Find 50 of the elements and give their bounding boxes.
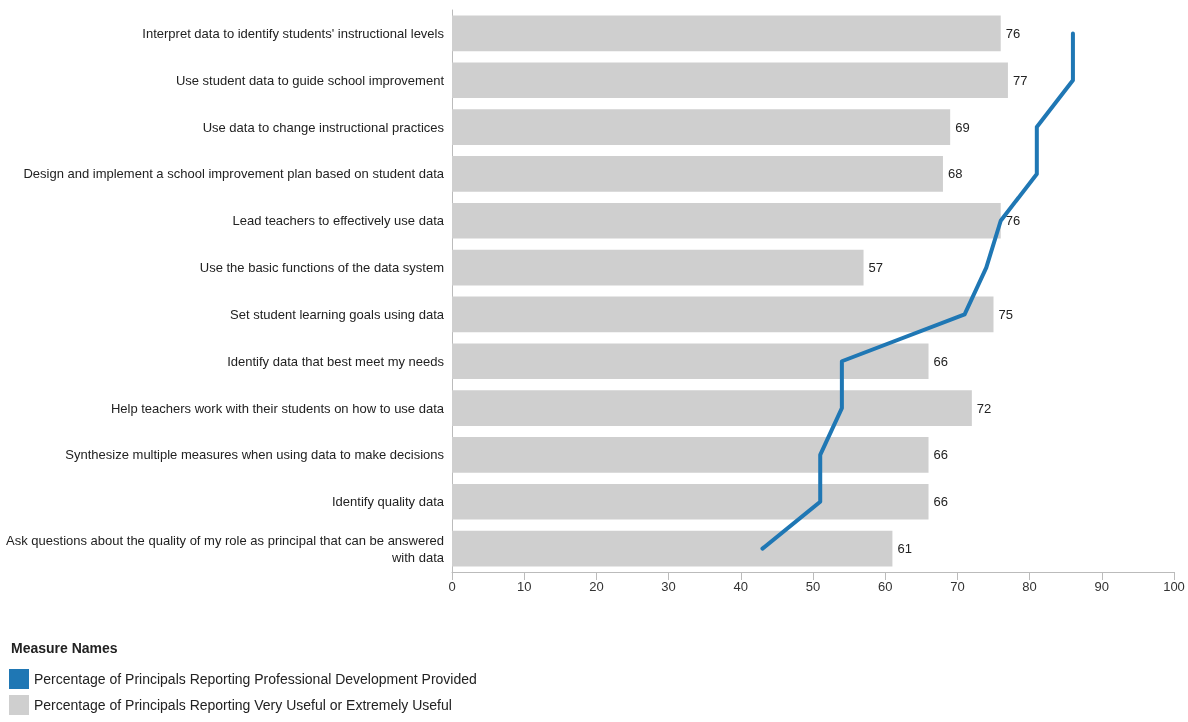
data-label: 75 (998, 306, 1013, 322)
data-label: 57 (868, 260, 884, 276)
bar (452, 437, 929, 473)
bar (452, 15, 1001, 52)
data-label: 66 (933, 447, 948, 463)
y-tick-label: Use student data to guide school improvement (175, 72, 445, 88)
bar (452, 390, 972, 426)
data-label: 68 (947, 166, 963, 182)
data-label: 76 (1005, 213, 1021, 229)
y-tick-label: Ask questions about the quality of my role as principal that can be answered with data (6, 532, 445, 565)
y-tick-label: Synthesize multiple measures when using data to make decisions (65, 447, 445, 463)
y-tick-label: Set student learning goals using data (230, 306, 445, 322)
y-tick-label: Identify quality data (331, 494, 445, 510)
y-tick-label: Use data to change instructional practices (202, 119, 445, 135)
bar (452, 62, 1008, 99)
x-tick-label: 70 (950, 579, 965, 594)
x-tick-label: 60 (877, 579, 893, 594)
x-tick-label: 20 (589, 579, 604, 594)
data-label: 77 (1012, 72, 1028, 88)
data-label: 69 (955, 119, 970, 135)
bar (452, 296, 994, 333)
bar (452, 156, 943, 192)
bar (452, 483, 929, 520)
x-tick-label: 50 (805, 579, 821, 594)
x-tick-label: 80 (1022, 579, 1037, 594)
data-label: 76 (1005, 25, 1021, 41)
bar (452, 249, 864, 286)
bar (452, 202, 1001, 239)
y-tick-label: Identify data that best meet my needs (227, 353, 445, 369)
y-tick-label: Help teachers work with their students on how to use data (110, 400, 445, 416)
x-tick-label: 100 (1163, 579, 1185, 594)
bar (452, 109, 951, 145)
data-label: 66 (933, 353, 948, 369)
data-label: 66 (933, 494, 948, 510)
x-tick-label: 90 (1094, 579, 1110, 594)
x-tick-label: 10 (516, 579, 532, 594)
legend-label: Percentage of Principals Reporting Professional Development Provided (34, 671, 477, 687)
bar (452, 530, 893, 567)
legend-label: Percentage of Principals Reporting Very Useful or Extremely Useful (34, 697, 452, 713)
x-tick-label: 30 (661, 579, 676, 594)
y-tick-label: Design and implement a school improvement plan based on student data (23, 166, 445, 182)
y-tick-label: Lead teachers to effectively use data (232, 213, 445, 229)
data-label: 72 (976, 400, 992, 416)
bar (452, 343, 929, 380)
data-label: 61 (897, 541, 912, 557)
x-tick-label: 0 (448, 579, 456, 594)
legend-title: Measure Names (11, 640, 118, 656)
x-tick-label: 40 (733, 579, 749, 594)
y-tick-label: Interpret data to identify students' instructional levels (142, 25, 445, 41)
y-tick-label: Use the basic functions of the data system (199, 260, 444, 276)
